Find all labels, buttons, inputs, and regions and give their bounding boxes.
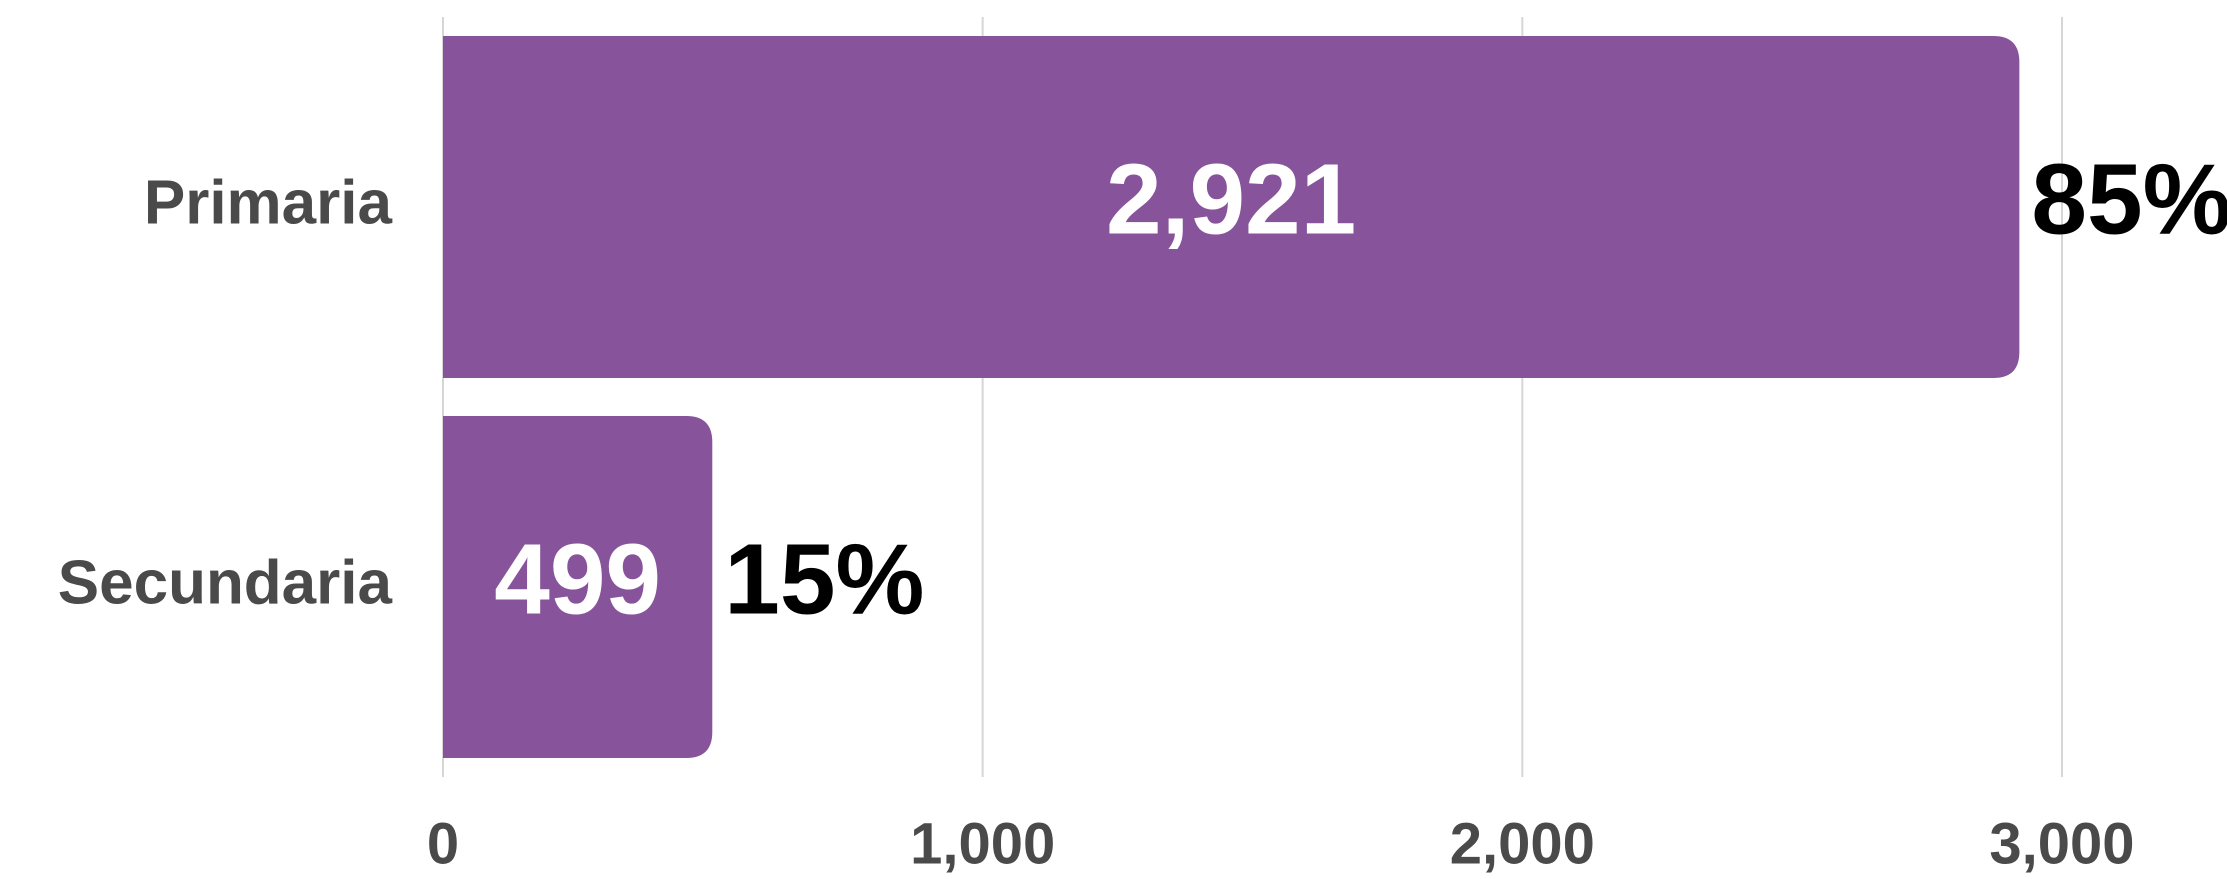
- value-label: 2,921: [1106, 143, 1356, 255]
- percent-label: 15%: [724, 523, 924, 635]
- x-tick-label: 1,000: [910, 811, 1055, 876]
- bar: [443, 36, 2020, 378]
- category-label: Secundaria: [58, 548, 393, 617]
- category-label: Primaria: [144, 168, 393, 237]
- x-tick-label: 0: [427, 811, 459, 876]
- bar: [443, 416, 713, 758]
- percent-label: 85%: [2031, 143, 2227, 255]
- x-tick-label: 2,000: [1450, 811, 1595, 876]
- x-tick-label: 3,000: [1989, 811, 2134, 876]
- value-label: 499: [494, 523, 661, 635]
